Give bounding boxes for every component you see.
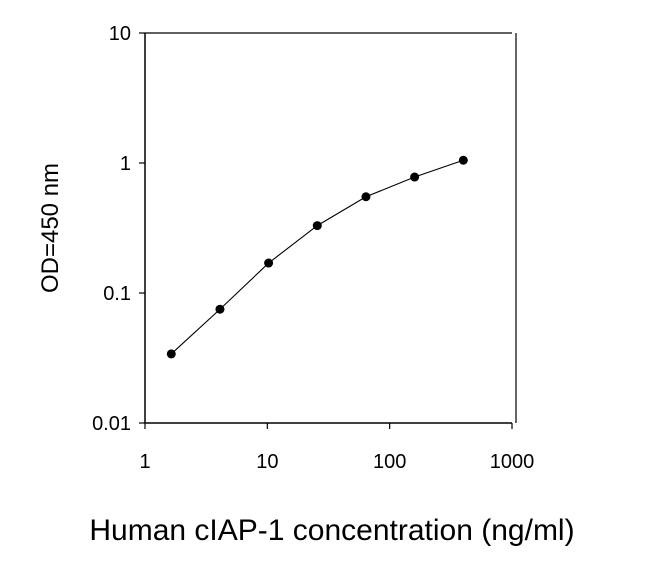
data-point-marker xyxy=(215,304,225,314)
x-tick-label: 100 xyxy=(373,451,406,473)
data-point-marker xyxy=(361,192,371,202)
x-axis-ticks: 1 10 100 1000 xyxy=(139,423,534,473)
y-tick-label: 10 xyxy=(109,23,131,45)
data-point-marker xyxy=(166,349,176,359)
y-axis-title: OD=450 nm xyxy=(37,163,64,293)
data-series xyxy=(166,155,468,359)
y-axis-ticks: 0.01 0.1 1 10 xyxy=(92,23,145,435)
y-tick-label: 0.01 xyxy=(92,413,131,435)
x-tick-label: 10 xyxy=(256,451,278,473)
x-tick-label: 1 xyxy=(139,451,150,473)
data-point-marker xyxy=(458,155,468,165)
y-tick-label: 1 xyxy=(120,153,131,175)
plot-frame xyxy=(144,32,517,424)
data-point-marker xyxy=(410,172,420,182)
series-line xyxy=(170,159,464,355)
y-tick-label: 0.1 xyxy=(103,283,131,305)
data-point-marker xyxy=(312,221,322,231)
x-axis-title: Human cIAP-1 concentration (ng/ml) xyxy=(89,514,574,547)
x-tick-label: 1000 xyxy=(490,451,535,473)
data-point-marker xyxy=(264,258,274,268)
